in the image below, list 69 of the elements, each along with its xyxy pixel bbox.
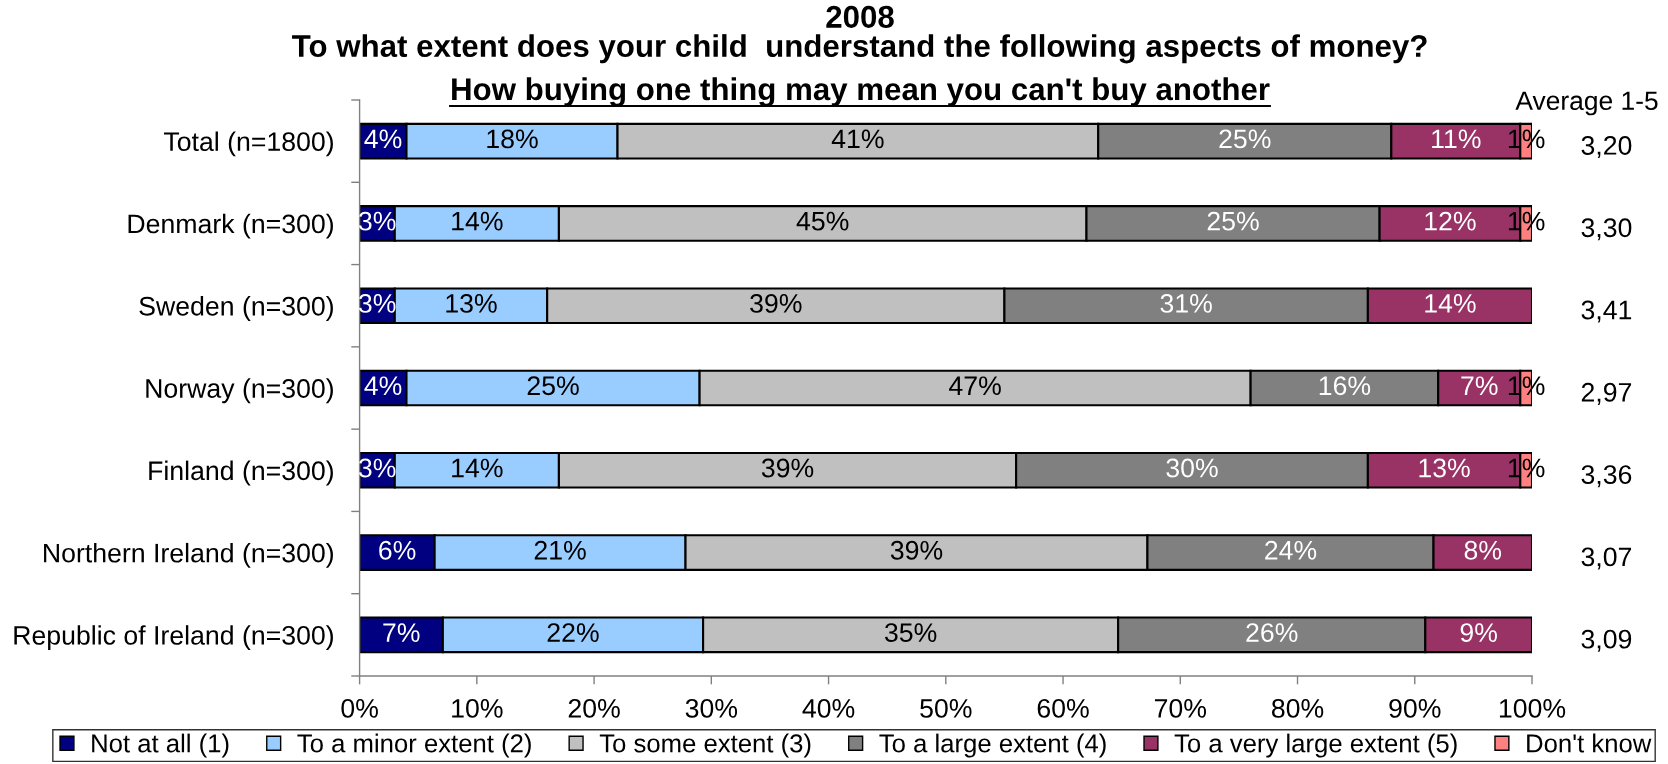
data-label: 30%: [1166, 458, 1218, 478]
data-label: 14%: [452, 211, 503, 231]
annotation: Average 1-5: [1515, 91, 1658, 116]
legend-label: Don't know: [1527, 733, 1652, 753]
x-tick-label: 20%: [568, 698, 620, 718]
data-label: 9%: [1460, 623, 1497, 643]
data-label: 25%: [527, 376, 579, 396]
legend-label: To a large extent (4): [879, 733, 1106, 758]
legend-label: To a minor extent (2): [297, 733, 531, 758]
data-label: 3%: [358, 211, 396, 231]
text: 3,09: [1581, 629, 1632, 652]
y-tick-label: Norway (n=300): [146, 378, 333, 404]
data-label: 6%: [379, 540, 416, 560]
legend-label: To some extent (3): [599, 733, 811, 758]
x-tick-label: 80%: [1271, 698, 1324, 718]
text: 3,20: [1581, 136, 1632, 159]
data-label: 13%: [446, 293, 497, 313]
data-label: 22%: [547, 623, 599, 642]
data-label: 35%: [884, 623, 937, 643]
text: 3,36: [1581, 465, 1632, 488]
legend-label: Not at all (1): [92, 733, 229, 758]
x-tick-label: 60%: [1037, 698, 1089, 718]
data-label: 18%: [487, 129, 538, 149]
data-label: 14%: [452, 458, 503, 478]
data-label: 25%: [1207, 211, 1259, 231]
text: 2,97: [1581, 382, 1632, 405]
data-label: 31%: [1160, 293, 1212, 313]
y-tick-label: Total (n=1800): [164, 131, 333, 157]
data-label: 11%: [1432, 129, 1481, 149]
y-tick-label: Sweden (n=300): [139, 296, 333, 321]
data-label: 45%: [796, 211, 849, 231]
data-label: 7%: [383, 623, 420, 642]
data-label: 16%: [1319, 376, 1371, 396]
data-label: 24%: [1265, 540, 1317, 560]
chart-subtitle: How buying one thing may mean you can't buy another: [452, 77, 1270, 107]
text: 3,41: [1581, 300, 1632, 323]
legend-label: To a very large extent (5): [1174, 733, 1457, 758]
data-label: 39%: [890, 540, 943, 560]
x-tick-label: 100%: [1499, 698, 1566, 718]
data-label: 8%: [1464, 540, 1502, 560]
data-label: 3%: [358, 293, 396, 313]
x-tick-label: 10%: [452, 698, 503, 718]
x-tick-label: 30%: [685, 698, 738, 718]
data-label: 3%: [358, 458, 396, 478]
text: 3,30: [1581, 218, 1632, 241]
x-tick-label: 90%: [1389, 698, 1441, 718]
data-label: 4%: [364, 376, 402, 396]
data-label: 47%: [949, 376, 1001, 396]
data-label: 7%: [1461, 376, 1498, 396]
y-tick-label: Northern Ireland (n=300): [44, 542, 333, 568]
data-label: 25%: [1219, 129, 1271, 149]
data-label: 21%: [534, 540, 586, 560]
data-label: 14%: [1425, 294, 1476, 313]
data-label: 13%: [1419, 458, 1470, 478]
data-label: 39%: [761, 458, 814, 478]
y-tick-label: Denmark (n=300): [128, 213, 333, 239]
y-tick-label: Republic of Ireland (n=300): [14, 625, 333, 651]
x-tick-label: 50%: [920, 698, 972, 718]
data-label: 12%: [1425, 211, 1476, 231]
data-label: 41%: [831, 129, 884, 149]
chart-title: 2008 To what extent does your child understand the following aspects of money?: [292, 5, 1427, 64]
data-label: 26%: [1246, 623, 1298, 643]
y-tick-label: Finland (n=300): [149, 460, 333, 486]
x-tick-label: 0%: [341, 698, 378, 718]
data-label: 4%: [364, 129, 402, 149]
data-label: 39%: [750, 293, 802, 313]
x-tick-label: 40%: [802, 698, 855, 718]
x-tick-label: 70%: [1154, 698, 1207, 718]
text: 3,07: [1581, 547, 1632, 570]
